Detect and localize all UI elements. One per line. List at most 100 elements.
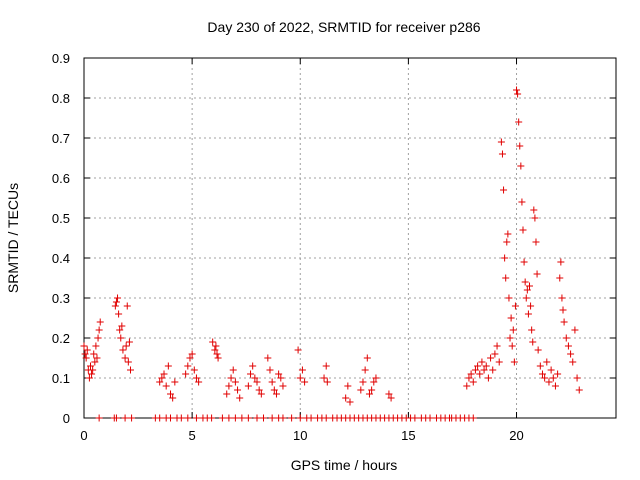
data-point [86,362,94,370]
data-point [469,378,477,386]
data-point [92,342,100,350]
data-point [502,274,510,282]
data-point [549,374,557,382]
data-point [213,350,221,358]
data-point [296,414,304,422]
data-point [511,302,519,310]
data-point [357,386,365,394]
data-point [112,298,120,306]
x-tick-label: 15 [401,428,415,443]
data-point [517,162,525,170]
data-point [82,354,90,362]
data-point [509,326,517,334]
data-point [521,278,529,286]
data-point [531,214,539,222]
data-points [80,86,583,422]
plot-frame [83,57,617,419]
data-point [236,394,244,402]
data-point [372,374,380,382]
data-point [534,346,542,354]
data-point [465,374,473,382]
data-point [524,310,532,318]
data-point [508,342,516,350]
data-point [177,414,185,422]
data-point [95,414,103,422]
data-point [523,286,531,294]
data-point [342,394,350,402]
data-point [522,294,530,302]
data-point [244,382,252,390]
data-point [259,414,267,422]
data-point [94,334,102,342]
data-point [272,390,280,398]
data-point [253,378,261,386]
x-tick-label: 10 [293,428,307,443]
data-point [482,362,490,370]
data-point [463,382,471,390]
data-point [167,390,175,398]
data-point [268,378,276,386]
data-point [169,394,177,402]
data-point [426,414,434,422]
y-tick-label: 0.4 [52,251,70,266]
data-point [505,294,513,302]
y-tick-label: 0.2 [52,331,70,346]
axis-ticks: 0 0.1 0.2 0.3 0.4 0.5 0.6 0.7 0.8 0.9 0 5 10 15 20 [52,51,616,443]
data-point [298,366,306,374]
data-point [93,354,101,362]
data-point [171,378,179,386]
data-point [554,370,562,378]
data-point [344,382,352,390]
y-tick-label: 0.8 [52,91,70,106]
x-tick-label: 20 [509,428,523,443]
data-point [270,386,278,394]
data-point [562,334,570,342]
data-point [182,370,190,378]
data-point [116,326,124,334]
y-tick-label: 0 [63,411,70,426]
data-point [489,366,497,374]
data-point [411,414,419,422]
data-point [368,386,376,394]
data-point [96,318,104,326]
data-point [164,362,172,370]
data-point [474,362,482,370]
data-point [538,370,546,378]
data-point [507,314,515,322]
data-point [533,270,541,278]
data-point [231,414,239,422]
data-point [484,374,492,382]
data-point [279,414,287,422]
data-point [469,414,477,422]
data-point [497,138,505,146]
data-point [212,342,220,350]
data-point [83,346,91,354]
data-point [277,374,285,382]
data-point [266,366,274,374]
x-tick-label: 0 [80,428,87,443]
data-point [501,254,509,262]
data-point [112,414,120,422]
data-point [387,394,395,402]
data-point [301,378,309,386]
data-point [125,338,133,346]
data-point [156,414,164,422]
data-point [564,342,572,350]
data-point [536,362,544,370]
data-point [91,358,99,366]
data-point [515,118,523,126]
data-point [518,198,526,206]
data-point [547,366,555,374]
data-point [558,294,566,302]
data-point [218,414,226,422]
data-point [184,414,192,422]
y-axis-label: SRMTID / TECUs [5,183,21,293]
data-point [118,322,126,330]
data-point [124,358,132,366]
data-point [268,414,276,422]
data-point [279,382,287,390]
data-point [363,354,371,362]
data-point [322,362,330,370]
data-point [495,358,503,366]
